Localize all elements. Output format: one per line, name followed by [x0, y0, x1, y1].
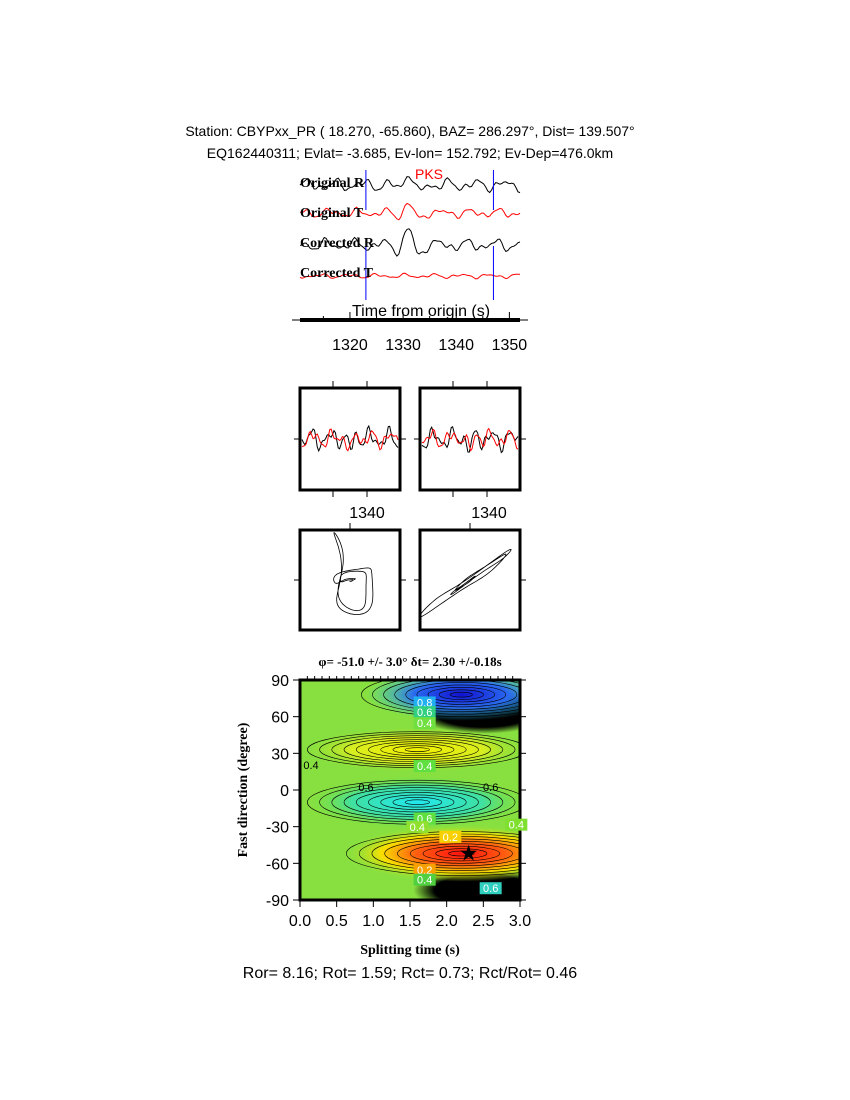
y-tick-label: 90 — [271, 673, 289, 690]
contour-label: 0.4 — [410, 822, 425, 834]
contour-line — [427, 687, 495, 703]
trace-label-original-r: Original R — [300, 176, 365, 191]
particle-trace — [333, 532, 374, 615]
trace-3 — [299, 272, 521, 280]
y-tick-label: 30 — [271, 746, 289, 763]
trace-label-original-t: Original T — [300, 206, 364, 221]
contour-label-bg — [413, 760, 436, 772]
contour-label-bg — [439, 830, 462, 843]
trace-1 — [299, 202, 521, 221]
contour-label-bg — [413, 873, 436, 886]
x-tick-label: 3.0 — [509, 913, 531, 930]
time-axis-label: Time from origin (s) — [352, 303, 490, 320]
slow-trace — [421, 427, 519, 452]
contour-label: 0.4 — [417, 875, 432, 887]
particle-group — [333, 532, 374, 615]
contour-line — [380, 743, 455, 756]
time-tick-label: 1350 — [492, 337, 528, 354]
x-tick-label: 0.0 — [289, 913, 311, 930]
contour-label: 0.4 — [509, 820, 524, 832]
trace-0 — [299, 176, 521, 194]
heatmap-title: φ= -51.0 +/- 3.0° δt= 2.30 +/-0.18s — [318, 654, 501, 669]
contour-line — [368, 792, 467, 813]
heatmap-blob — [307, 727, 520, 772]
heatmap-surface — [300, 680, 520, 900]
station-info: Station: CBYPxx_PR ( 18.270, -65.860), B… — [185, 123, 634, 139]
trace-label-corrected-t: Corrected T — [300, 266, 374, 281]
contour-line — [355, 739, 479, 760]
contour-label: 0.2 — [443, 832, 458, 844]
contour-line — [409, 843, 513, 864]
best-fit-star: ★ — [459, 840, 479, 865]
waveform-panel — [299, 170, 521, 300]
contour-line — [371, 836, 520, 871]
contour-line — [404, 799, 430, 805]
contour-line — [361, 680, 520, 717]
x-tick-label: 1.0 — [362, 913, 384, 930]
contour-line — [372, 680, 520, 715]
particle-trace — [419, 549, 512, 618]
contour-line — [405, 682, 518, 708]
contour-line — [392, 745, 443, 754]
contour-label-bg — [413, 863, 436, 876]
heatmap-axes: 0.0 0.5 1.0 1.5 2.0 2.5 3.0 90 60 30 0 -30 -60 -90 — [266, 673, 531, 930]
contour-line — [394, 680, 520, 710]
particle-group — [419, 549, 512, 618]
contour-line — [448, 850, 475, 857]
phase-label: PKS — [415, 166, 443, 182]
time-tick-label: 1340 — [438, 337, 474, 354]
contour-labels: 0.80.60.40.40.40.60.60.60.40.20.20.40.60… — [303, 696, 528, 895]
contour-label-bg — [479, 882, 502, 895]
y-tick-label: -30 — [266, 820, 289, 837]
time-tick-label: 1320 — [332, 337, 368, 354]
contour-line — [380, 794, 455, 810]
particle-motion — [294, 523, 526, 618]
contour-label-bg — [505, 818, 528, 831]
x-tick-label: 1.5 — [399, 913, 421, 930]
event-info: EQ162440311; Evlat= -3.685, Ev-lon= 152.… — [207, 145, 613, 161]
fs-tick-label-corrected: 1340 — [471, 505, 507, 522]
contour-label-bg — [413, 717, 436, 730]
fs-tick-label-original: 1340 — [349, 505, 385, 522]
contour-label-bg — [413, 706, 436, 719]
y-tick-label: 60 — [271, 710, 289, 727]
y-tick-label: 0 — [280, 783, 289, 800]
x-tick-label: 2.0 — [436, 913, 458, 930]
contour-label: 0.6 — [358, 782, 373, 794]
contour-label: 0.6 — [483, 883, 498, 895]
heatmap-xlabel: Splitting time (s) — [360, 943, 460, 958]
contour-label: 0.4 — [417, 718, 432, 730]
x-tick-label: 0.5 — [326, 913, 348, 930]
x-tick-label: 2.5 — [472, 913, 494, 930]
contour-line — [449, 691, 473, 698]
contour-line — [416, 684, 507, 705]
heatmap-ylabel: Fast direction (degree) — [236, 722, 251, 857]
contour-label: 0.6 — [483, 782, 498, 794]
contour-label-bg — [406, 821, 429, 834]
contour-line — [368, 741, 467, 758]
contour-line — [392, 797, 443, 808]
y-tick-label: -60 — [266, 856, 289, 873]
trace-2 — [299, 228, 521, 257]
heatmap-blob — [366, 680, 520, 721]
contour-label: 0.6 — [417, 707, 432, 719]
contour-line — [404, 747, 430, 752]
contour-line — [383, 680, 520, 713]
time-tick-label: 1330 — [385, 337, 421, 354]
fast-slow-waveforms — [294, 381, 526, 497]
ratio-summary: Ror= 8.16; Rot= 1.59; Rct= 0.73; Rct/Rot… — [243, 965, 578, 982]
contour-label-bg — [413, 696, 436, 709]
waveform-box-original — [298, 386, 402, 492]
slow-trace — [301, 428, 399, 452]
contour-label: 0.4 — [417, 761, 432, 773]
contour-label: 0.4 — [303, 760, 318, 772]
y-tick-label: -90 — [266, 893, 289, 910]
contour-line — [438, 689, 484, 700]
contour-line — [422, 845, 500, 862]
time-axis-ticks: 1320 1330 1340 1350 — [292, 312, 528, 354]
contour-line — [435, 848, 488, 859]
trace-label-corrected-r: Corrected R — [300, 236, 375, 251]
